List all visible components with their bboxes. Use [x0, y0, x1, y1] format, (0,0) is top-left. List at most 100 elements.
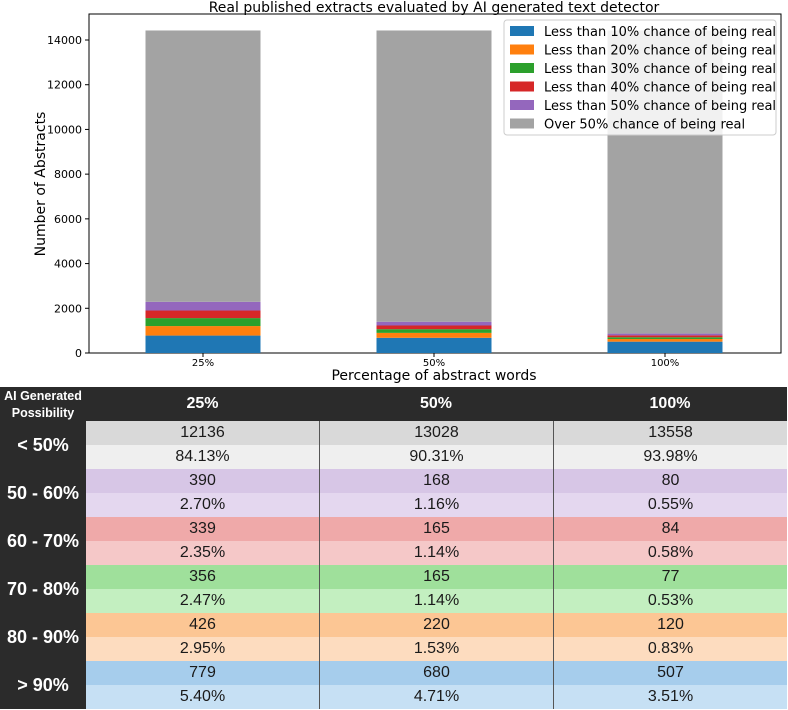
legend-swatch-3 [510, 81, 534, 92]
bars-group [145, 30, 723, 353]
count-cell: 80 [554, 469, 787, 493]
legend-label-1: Less than 20% chance of being real [544, 44, 776, 59]
y-tick-label: 8000 [54, 168, 82, 181]
percent-cell: 2.35% [86, 541, 319, 565]
percent-cell: 5.40% [86, 685, 319, 709]
percent-cell: 1.16% [320, 493, 553, 517]
table-header-col-0: 25% [186, 395, 219, 412]
legend-swatch-0 [510, 26, 534, 36]
count-cell: 165 [320, 517, 553, 541]
row-group-label: < 50% [17, 434, 69, 455]
count-cell: 507 [554, 661, 787, 685]
count-cell: 12136 [86, 421, 319, 445]
bar-100pct-series-2 [607, 337, 723, 339]
percent-cell: 90.31% [320, 445, 553, 469]
count-cell: 13558 [554, 421, 787, 445]
table-header-first: AI Generated Possibility [0, 387, 86, 422]
percent-cell: 93.98% [554, 445, 787, 469]
row-group-label: 60 - 70% [6, 530, 80, 551]
percent-cell: 0.53% [554, 589, 787, 613]
y-axis-label: Number of Abstracts [33, 112, 49, 257]
legend-label-2: Less than 30% chance of being real [544, 62, 776, 77]
x-axis-label: Percentage of abstract words [331, 368, 536, 384]
y-axis: 0 2000 4000 6000 8000 10000 12000 14000 [47, 34, 89, 360]
legend: Less than 10% chance of being real Less t… [503, 19, 777, 136]
count-cell: 356 [86, 565, 319, 589]
chart-title: Real published extracts evaluated by AI … [209, 0, 660, 16]
column-divider [319, 421, 320, 709]
y-tick-label: 12000 [47, 79, 82, 92]
header-line-1: AI Generated [4, 389, 82, 403]
percent-cell: 1.14% [320, 541, 553, 565]
percent-cell: 0.58% [554, 541, 787, 565]
count-cell: 220 [320, 613, 553, 637]
column-divider [553, 421, 554, 709]
bar-50pct-series-5 [376, 30, 492, 322]
row-group-label: 70 - 80% [6, 578, 80, 599]
legend-label-3: Less than 40% chance of being real [544, 81, 776, 96]
bar-50pct-series-3 [376, 325, 492, 330]
bar-25pct-series-5 [145, 30, 261, 302]
count-cell: 13028 [320, 421, 553, 445]
bar-25pct-series-1 [145, 326, 261, 336]
y-tick-label: 14000 [47, 34, 82, 47]
bar-100pct-series-3 [607, 335, 723, 338]
x-tick-label: 25% [192, 358, 214, 369]
row-group-label: > 90% [17, 674, 69, 695]
table-header-col-2: 100% [649, 395, 691, 412]
percent-cell: 3.51% [554, 685, 787, 709]
bar-25pct-series-0 [145, 335, 261, 353]
row-group-label: 80 - 90% [6, 626, 80, 647]
legend-swatch-5 [510, 118, 534, 129]
legend-box [503, 19, 777, 136]
legend-swatch-2 [510, 63, 534, 73]
y-tick-label: 6000 [54, 213, 82, 226]
percent-cell: 84.13% [86, 445, 319, 469]
summary-table: AI Generated Possibility 25% 50% 100% < … [0, 387, 787, 709]
count-cell: 426 [86, 613, 319, 637]
count-cell: 339 [86, 517, 319, 541]
legend-label-0: Less than 10% chance of being real [544, 25, 776, 40]
stacked-bar-chart: Real published extracts evaluated by AI … [33, 0, 782, 384]
x-axis: 25% 50% 100% [192, 353, 679, 369]
legend-label-5: Over 50% chance of being real [544, 118, 745, 133]
count-cell: 84 [554, 517, 787, 541]
percent-cell: 0.83% [554, 637, 787, 661]
count-cell: 77 [554, 565, 787, 589]
x-tick-label: 100% [651, 358, 680, 369]
percent-cell: 4.71% [320, 685, 553, 709]
count-cell: 165 [320, 565, 553, 589]
bar-50pct-series-0 [376, 337, 492, 353]
count-cell: 120 [554, 613, 787, 637]
count-cell: 168 [320, 469, 553, 493]
bar-100pct-series-1 [607, 338, 723, 342]
percent-cell: 0.55% [554, 493, 787, 517]
y-tick-label: 4000 [54, 258, 82, 271]
count-cell: 680 [320, 661, 553, 685]
y-tick-label: 0 [75, 347, 82, 360]
count-cell: 779 [86, 661, 319, 685]
bar-50pct-series-4 [376, 321, 492, 326]
bar-50pct-series-2 [376, 329, 492, 333]
legend-label-4: Less than 50% chance of being real [544, 99, 776, 114]
percent-cell: 1.53% [320, 637, 553, 661]
bar-25pct-series-3 [145, 310, 261, 319]
legend-swatch-1 [510, 44, 534, 55]
table-header-col-1: 50% [419, 395, 453, 412]
percent-cell: 2.47% [86, 589, 319, 613]
bar-50pct-series-1 [376, 332, 492, 338]
bar-25pct-series-4 [145, 301, 261, 311]
y-tick-label: 10000 [47, 123, 82, 136]
bar-100pct-series-0 [607, 341, 723, 353]
y-tick-label: 2000 [54, 302, 82, 315]
bar-100pct-series-4 [607, 333, 723, 336]
header-line-2: Possibility [11, 406, 75, 420]
percent-cell: 2.95% [86, 637, 319, 661]
row-group-label: 50 - 60% [6, 482, 80, 503]
count-cell: 390 [86, 469, 319, 493]
legend-swatch-4 [510, 100, 534, 110]
percent-cell: 2.70% [86, 493, 319, 517]
percent-cell: 1.14% [320, 589, 553, 613]
bar-25pct-series-2 [145, 318, 261, 327]
x-tick-label: 50% [423, 358, 445, 369]
